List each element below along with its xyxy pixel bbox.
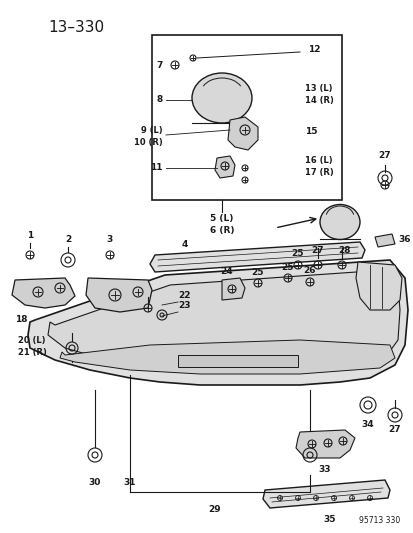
Text: 27: 27 [311, 246, 323, 255]
Text: 33: 33 [318, 465, 330, 474]
Ellipse shape [319, 205, 359, 239]
Text: 27: 27 [378, 151, 390, 160]
Text: 12: 12 [307, 45, 320, 54]
Polygon shape [28, 260, 407, 385]
Polygon shape [355, 262, 401, 310]
Text: 10 (R): 10 (R) [134, 138, 163, 147]
Text: 15: 15 [304, 127, 317, 136]
Text: 16 (L): 16 (L) [304, 156, 332, 165]
Text: 14 (R): 14 (R) [304, 95, 333, 104]
Text: 24: 24 [220, 267, 233, 276]
Polygon shape [262, 480, 389, 508]
Polygon shape [228, 117, 257, 150]
Polygon shape [86, 278, 152, 312]
Text: 34: 34 [361, 420, 373, 429]
Text: 35: 35 [323, 515, 335, 524]
Text: 3: 3 [107, 235, 113, 244]
Text: 1: 1 [27, 231, 33, 240]
Polygon shape [60, 340, 394, 374]
Text: 25: 25 [281, 263, 294, 272]
Text: 20 (L): 20 (L) [18, 335, 45, 344]
Polygon shape [295, 430, 354, 458]
Polygon shape [150, 242, 364, 272]
Text: 28: 28 [338, 246, 350, 255]
Text: 5 (L): 5 (L) [210, 214, 233, 222]
Bar [152, 35, 341, 200]
Text: 36: 36 [397, 236, 410, 245]
Text: 25: 25 [251, 268, 263, 277]
Polygon shape [48, 270, 399, 373]
Text: 32: 32 [303, 498, 316, 507]
Text: 8: 8 [157, 95, 163, 104]
Text: 11: 11 [150, 164, 163, 173]
Polygon shape [214, 156, 235, 178]
Text: 18: 18 [15, 315, 27, 324]
Polygon shape [12, 278, 75, 308]
Text: 27: 27 [388, 425, 400, 434]
Polygon shape [374, 234, 394, 247]
Bar [178, 355, 297, 367]
Polygon shape [221, 278, 244, 300]
Text: 31: 31 [123, 478, 136, 487]
Ellipse shape [192, 73, 252, 123]
Text: 22: 22 [178, 291, 190, 300]
Text: 23: 23 [178, 301, 190, 310]
Text: 25: 25 [291, 249, 304, 258]
Text: 26: 26 [303, 266, 316, 275]
Text: 29: 29 [208, 505, 221, 514]
Text: 30: 30 [89, 478, 101, 487]
Text: 17 (R): 17 (R) [304, 167, 333, 176]
Text: 21 (R): 21 (R) [18, 348, 47, 357]
Text: 2: 2 [65, 235, 71, 244]
Text: 19: 19 [109, 318, 121, 327]
Text: 7: 7 [156, 61, 163, 69]
Text: 4: 4 [181, 240, 188, 249]
Text: 13 (L): 13 (L) [304, 84, 332, 93]
Text: 6 (R): 6 (R) [209, 225, 234, 235]
Text: 13–330: 13–330 [48, 20, 104, 35]
Text: 9 (L): 9 (L) [141, 125, 163, 134]
Text: 95713 330: 95713 330 [358, 516, 399, 525]
